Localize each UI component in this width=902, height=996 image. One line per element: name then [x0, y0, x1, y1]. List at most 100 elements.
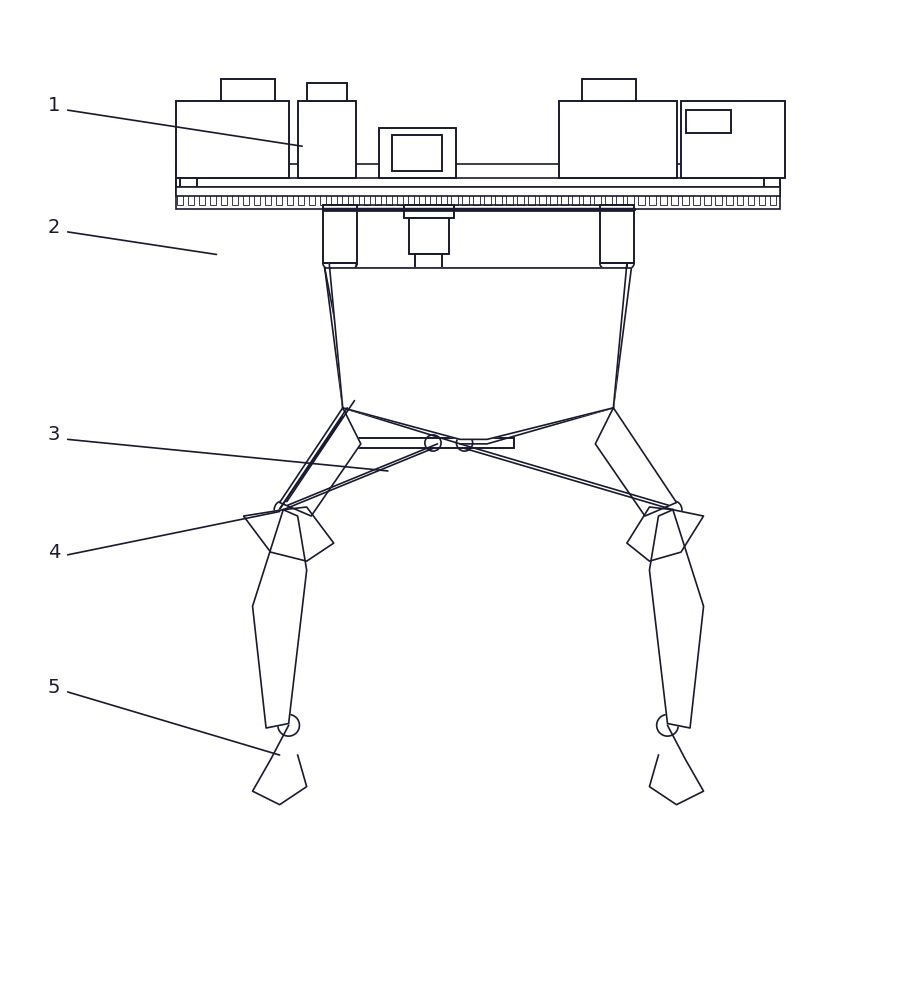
Bar	[484, 191, 491, 205]
Bar	[409, 218, 449, 254]
Bar	[582, 79, 636, 102]
Bar	[347, 437, 514, 448]
Bar	[616, 191, 622, 205]
Text: 3: 3	[48, 425, 60, 444]
Bar	[353, 191, 359, 205]
Polygon shape	[329, 264, 627, 439]
Text: 5: 5	[48, 678, 60, 697]
Bar	[550, 191, 557, 205]
Bar	[764, 178, 780, 191]
Polygon shape	[325, 268, 631, 444]
Bar	[715, 191, 722, 205]
Bar	[232, 191, 238, 205]
Bar	[347, 437, 514, 448]
Bar	[385, 191, 391, 205]
Bar	[180, 178, 197, 191]
Bar	[726, 191, 732, 205]
Bar	[627, 191, 633, 205]
Bar	[176, 102, 289, 178]
Polygon shape	[280, 407, 361, 516]
Bar	[176, 187, 780, 196]
Bar	[331, 191, 337, 205]
Bar	[176, 164, 780, 191]
Bar	[188, 191, 194, 205]
Bar	[681, 102, 785, 178]
Bar	[379, 128, 456, 178]
Bar	[323, 205, 357, 264]
Bar	[397, 191, 403, 205]
Bar	[253, 191, 260, 205]
Bar	[176, 167, 780, 187]
Bar	[770, 191, 777, 205]
Bar	[506, 191, 512, 205]
Bar	[429, 191, 436, 205]
Bar	[221, 79, 275, 102]
Bar	[686, 111, 731, 132]
Bar	[176, 102, 289, 178]
Bar	[639, 191, 645, 205]
Bar	[243, 191, 249, 205]
Bar	[410, 268, 448, 309]
Bar	[307, 83, 347, 102]
Polygon shape	[649, 510, 704, 728]
Bar	[298, 102, 356, 178]
Bar	[287, 191, 293, 205]
Bar	[573, 191, 579, 205]
Bar	[594, 191, 601, 205]
Bar	[561, 191, 567, 205]
Polygon shape	[253, 510, 307, 728]
Bar	[404, 205, 454, 218]
Bar	[682, 191, 688, 205]
Bar	[364, 191, 370, 205]
Text: 2: 2	[48, 218, 60, 237]
Bar	[180, 178, 197, 191]
Text: 4: 4	[48, 543, 60, 562]
Bar	[392, 135, 442, 171]
Bar	[582, 79, 636, 102]
Bar	[539, 191, 546, 205]
Bar	[404, 205, 454, 218]
Bar	[177, 191, 183, 205]
Bar	[342, 191, 348, 205]
Bar	[671, 191, 677, 205]
Polygon shape	[244, 507, 334, 561]
Bar	[210, 191, 216, 205]
Bar	[737, 191, 743, 205]
Bar	[764, 178, 780, 191]
Bar	[415, 254, 442, 268]
Bar	[649, 191, 656, 205]
Bar	[686, 111, 731, 132]
Bar	[308, 191, 315, 205]
Bar	[474, 191, 480, 205]
Bar	[198, 191, 205, 205]
Bar	[379, 128, 456, 178]
Bar	[419, 309, 439, 331]
Bar	[298, 191, 304, 205]
Bar	[559, 102, 676, 178]
Bar	[681, 102, 785, 178]
Bar	[264, 191, 271, 205]
Bar	[694, 191, 700, 205]
Bar	[419, 191, 425, 205]
Text: 1: 1	[48, 97, 60, 116]
Polygon shape	[627, 507, 704, 561]
Bar	[518, 191, 524, 205]
Bar	[392, 135, 442, 171]
Bar	[452, 191, 458, 205]
Bar	[419, 309, 439, 331]
Bar	[759, 191, 766, 205]
Bar	[415, 254, 442, 268]
Bar	[176, 178, 780, 209]
Bar	[704, 191, 711, 205]
Bar	[176, 187, 780, 193]
Bar	[600, 205, 634, 264]
Bar	[463, 191, 469, 205]
Bar	[221, 79, 275, 102]
Bar	[323, 205, 357, 264]
Bar	[409, 218, 449, 254]
Bar	[410, 268, 448, 309]
Bar	[298, 102, 356, 178]
Bar	[374, 191, 381, 205]
Bar	[221, 191, 227, 205]
Bar	[660, 191, 667, 205]
